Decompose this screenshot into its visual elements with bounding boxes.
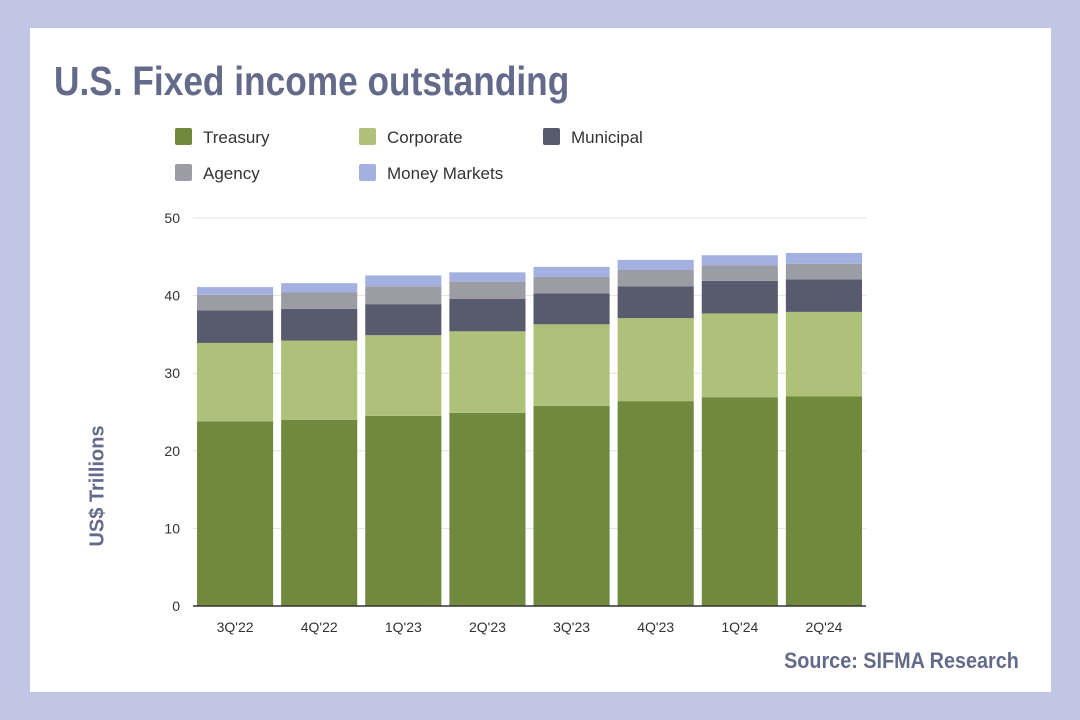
bar-segment-treasury — [197, 421, 274, 606]
legend-label: Corporate — [387, 128, 463, 147]
bar-segment-municipal — [197, 310, 274, 343]
x-tick-label: 1Q'24 — [721, 619, 758, 635]
bar-segment-corporate — [785, 311, 862, 397]
x-tick-label: 3Q'23 — [553, 619, 590, 635]
bar-segment-agency — [449, 281, 526, 299]
bar-segment-corporate — [281, 340, 358, 420]
legend-label: Municipal — [571, 128, 643, 147]
bar-segment-corporate — [449, 331, 526, 413]
legend-label: Money Markets — [387, 164, 503, 183]
bar-segment-municipal — [449, 298, 526, 332]
bar-segment-treasury — [449, 412, 526, 606]
bar-segment-corporate — [197, 342, 274, 422]
legend-label: Treasury — [203, 128, 270, 147]
bar-segment-treasury — [533, 405, 610, 606]
bar-segment-corporate — [701, 313, 778, 398]
x-tick-label: 3Q'22 — [217, 619, 254, 635]
y-tick-label: 0 — [172, 598, 180, 614]
bar-segment-agency — [533, 276, 610, 294]
y-tick-label: 20 — [164, 443, 180, 459]
bar-segment-agency — [617, 269, 694, 287]
bar-segment-treasury — [281, 419, 358, 606]
bar-segment-money-markets — [533, 266, 610, 277]
bar-segment-money-markets — [701, 255, 778, 266]
bar-segment-money-markets — [449, 272, 526, 282]
bar-segment-agency — [365, 286, 442, 305]
bar-segment-agency — [785, 263, 862, 280]
bar-segment-agency — [197, 294, 274, 311]
bar-segment-money-markets — [281, 283, 358, 293]
legend-swatch-treasury — [175, 128, 192, 145]
source-note: Source: SIFMA Research — [784, 648, 1019, 673]
bar-segment-treasury — [785, 396, 862, 606]
y-tick-label: 40 — [164, 288, 180, 304]
bar-segment-money-markets — [365, 275, 442, 287]
bar-segment-money-markets — [197, 287, 274, 295]
bar-segment-agency — [281, 292, 358, 309]
bar-segment-corporate — [533, 324, 610, 406]
bar-segment-money-markets — [785, 252, 862, 264]
bar-segment-agency — [701, 265, 778, 281]
legend-swatch-corporate — [359, 128, 376, 145]
y-tick-label: 30 — [164, 365, 180, 381]
bar-segment-municipal — [701, 280, 778, 314]
x-tick-label: 4Q'22 — [301, 619, 338, 635]
bar-segment-treasury — [365, 415, 442, 606]
legend-label: Agency — [203, 164, 260, 183]
bar-segment-municipal — [533, 293, 610, 325]
bar-segment-treasury — [617, 401, 694, 606]
bar-segment-corporate — [617, 318, 694, 402]
x-tick-label: 4Q'23 — [637, 619, 674, 635]
bar-segment-treasury — [701, 397, 778, 606]
y-tick-label: 10 — [164, 520, 180, 536]
x-tick-label: 2Q'24 — [805, 619, 842, 635]
x-tick-label: 1Q'23 — [385, 619, 422, 635]
chart-title: U.S. Fixed income outstanding — [54, 58, 570, 104]
y-tick-label: 50 — [164, 210, 180, 226]
bar-segment-corporate — [365, 335, 442, 416]
legend-swatch-agency — [175, 164, 192, 181]
bar-segment-municipal — [365, 304, 442, 336]
x-tick-label: 2Q'23 — [469, 619, 506, 635]
legend-swatch-municipal — [543, 128, 560, 145]
bar-segment-municipal — [617, 286, 694, 319]
legend-swatch-money-markets — [359, 164, 376, 181]
bar-segment-money-markets — [617, 259, 694, 270]
bar-segment-municipal — [785, 279, 862, 312]
bar-segment-municipal — [281, 308, 358, 341]
